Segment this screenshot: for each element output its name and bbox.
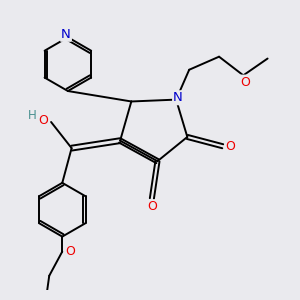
Text: N: N <box>173 91 183 104</box>
Text: O: O <box>240 76 250 88</box>
Text: O: O <box>225 140 235 153</box>
Text: O: O <box>147 200 157 213</box>
Text: O: O <box>38 114 48 127</box>
Text: H: H <box>28 109 37 122</box>
Text: N: N <box>61 28 71 41</box>
Text: O: O <box>65 245 75 258</box>
